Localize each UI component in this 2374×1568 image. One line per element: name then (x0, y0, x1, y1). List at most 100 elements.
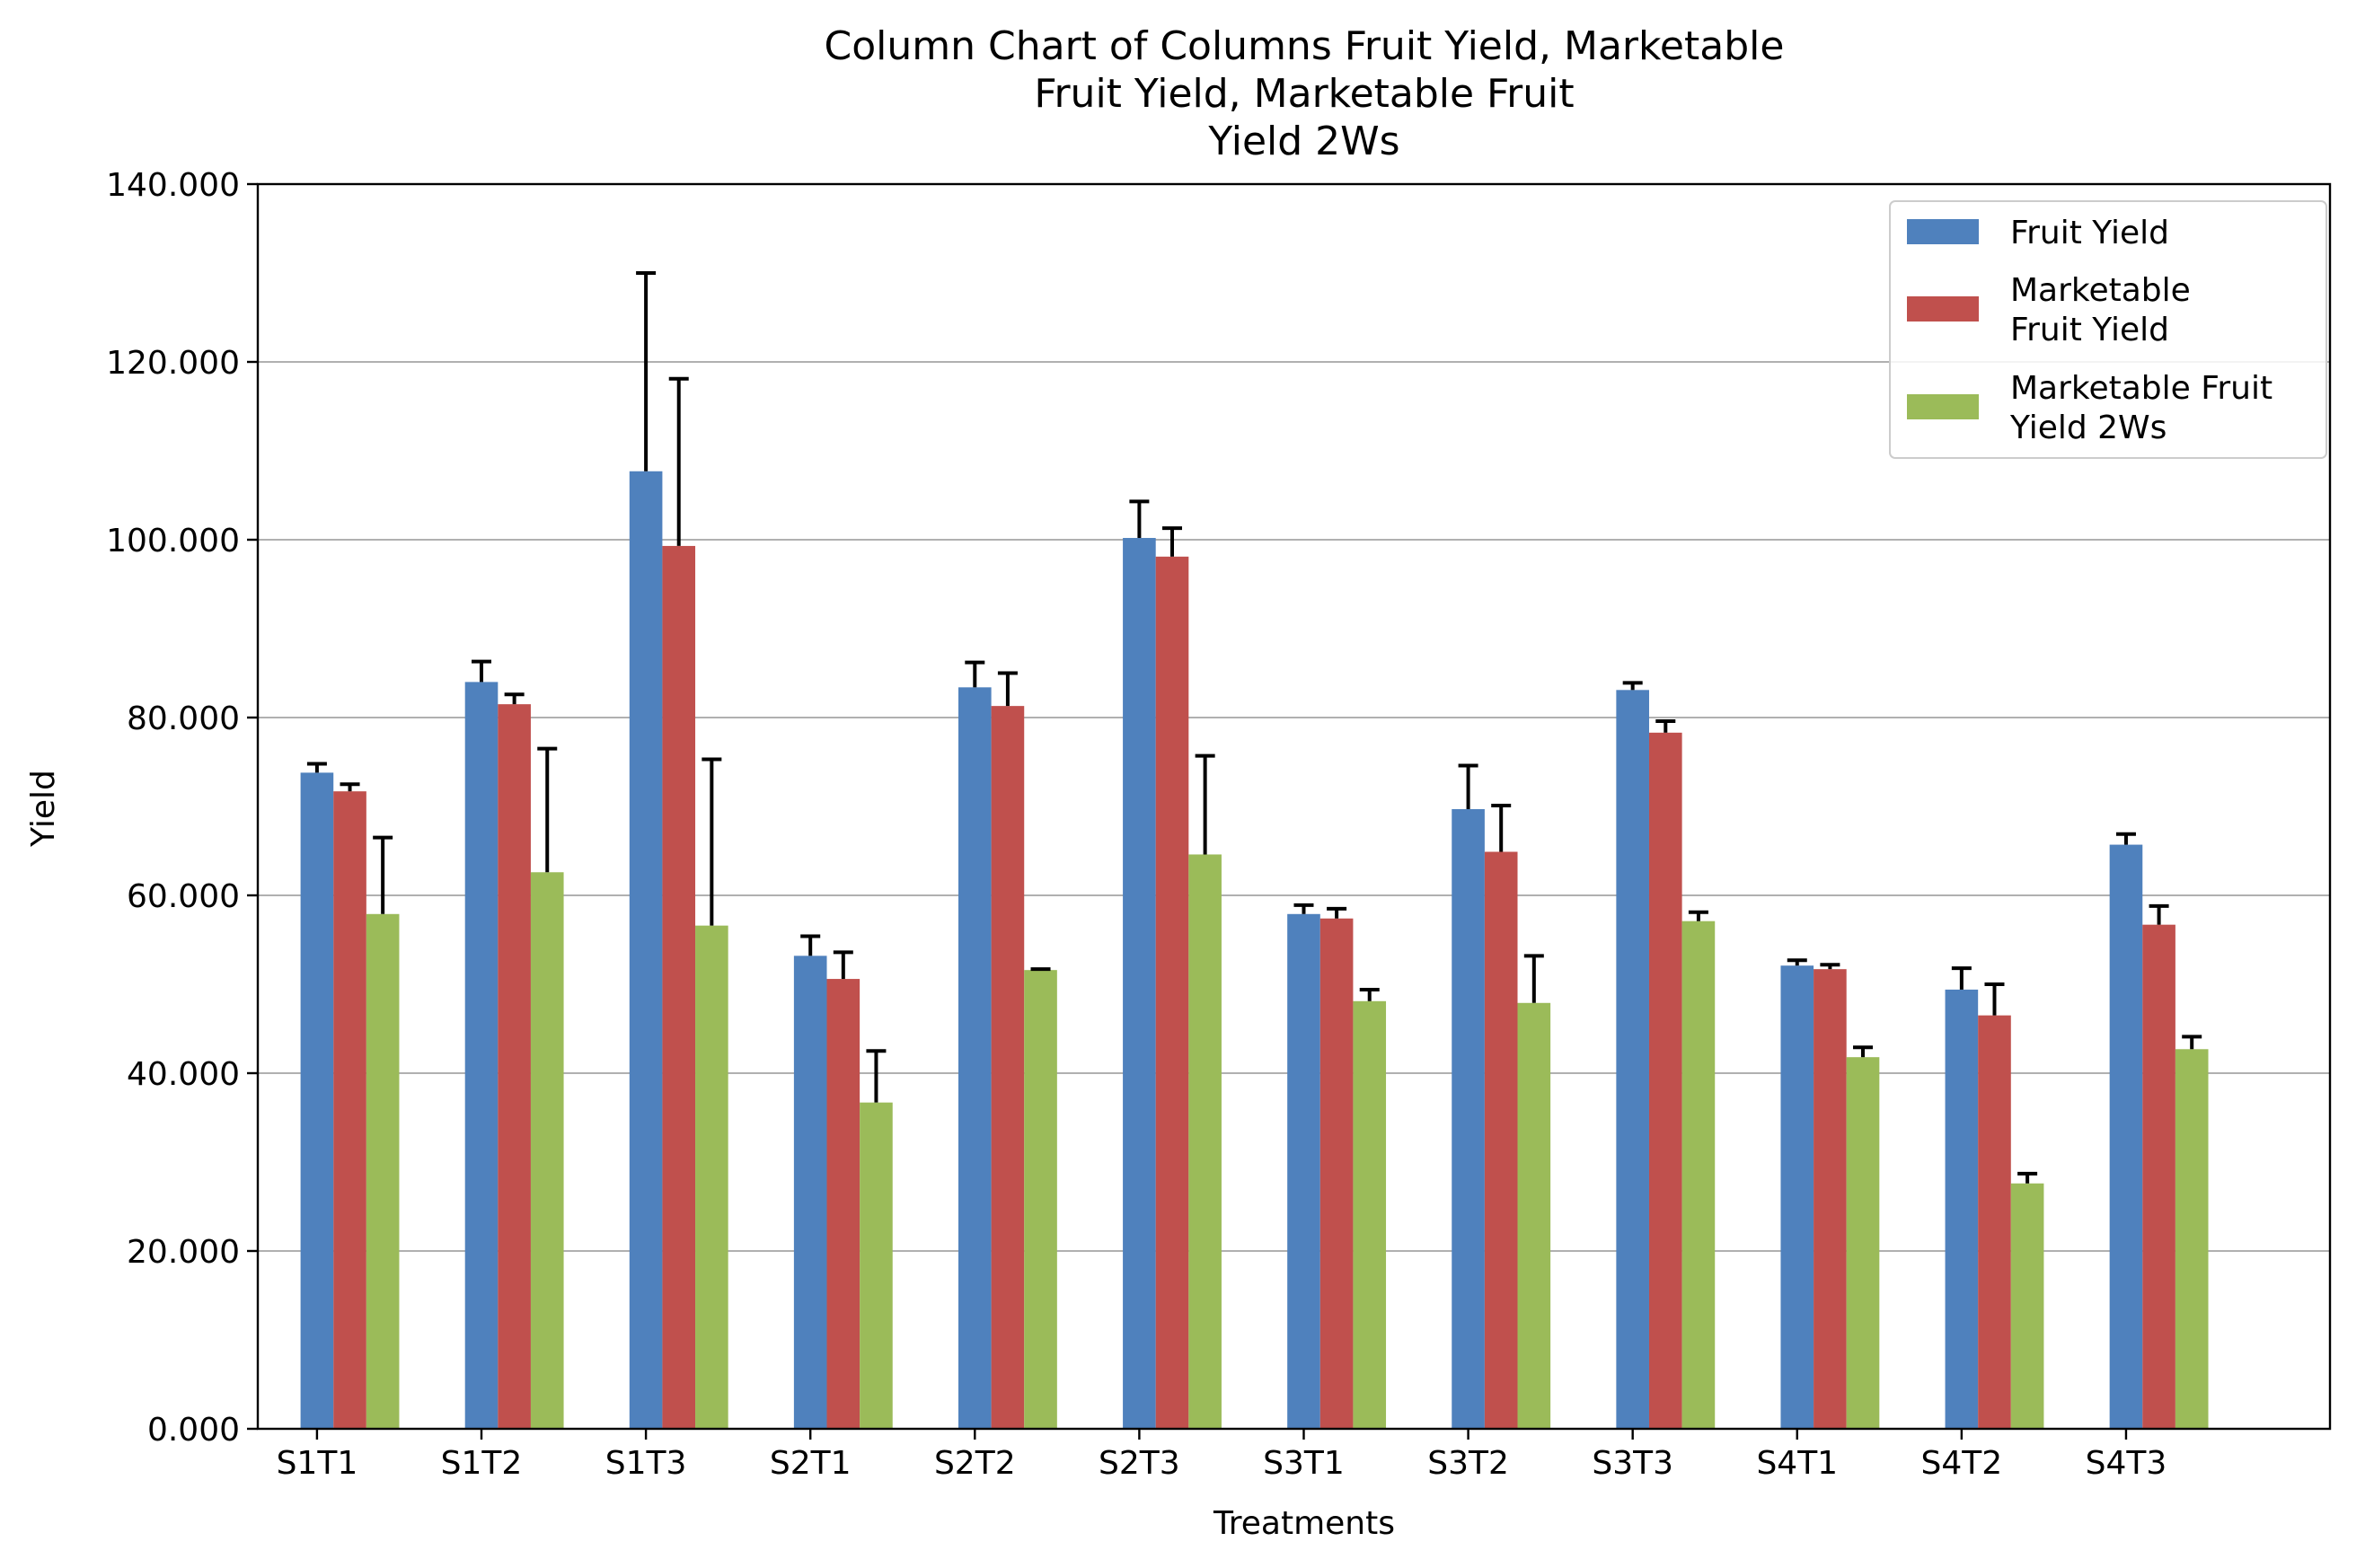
legend-swatch (1907, 219, 1979, 244)
error-bar (373, 835, 393, 914)
bar (1155, 556, 1189, 1429)
bars (300, 471, 2209, 1429)
error-bar (1359, 987, 1380, 1001)
bar (2175, 1049, 2209, 1429)
error-bar (2017, 1171, 2038, 1184)
error-bar (2149, 903, 2169, 925)
bar (662, 545, 696, 1429)
y-tick-label: 20.000 (127, 1234, 240, 1271)
x-tick-label: S2T2 (934, 1445, 1016, 1482)
bar (333, 791, 366, 1429)
x-tick-label: S3T3 (1592, 1445, 1673, 1482)
bar (860, 1102, 893, 1429)
bar (366, 913, 400, 1429)
bar (958, 687, 992, 1429)
error-bar (636, 271, 657, 471)
error-bar (1853, 1045, 1874, 1058)
y-tick-label: 40.000 (127, 1056, 240, 1093)
error-bar (833, 950, 853, 980)
error-bar (340, 782, 360, 792)
chart-title: Column Chart of Columns Fruit Yield, Mar… (825, 23, 1785, 164)
chart-title-line: Yield 2Ws (1207, 119, 1399, 164)
error-bar (1787, 958, 1807, 966)
error-bar (702, 757, 722, 926)
error-bar (1327, 906, 1347, 919)
bar (1780, 965, 1814, 1429)
bar (1846, 1057, 1880, 1429)
bar (1123, 538, 1156, 1429)
legend-label: Marketable (2010, 272, 2191, 309)
error-bar (800, 934, 821, 956)
plot-frame (256, 182, 2332, 1431)
bar (793, 956, 827, 1429)
bar (826, 979, 860, 1429)
bar (1978, 1015, 2011, 1429)
error-bar (1195, 753, 1215, 855)
error-bar (668, 376, 689, 546)
bar (629, 471, 663, 1429)
bar (1188, 854, 1222, 1429)
error-bar (1622, 681, 1643, 691)
x-tick-label: S1T3 (605, 1445, 687, 1482)
x-tick-label: S3T2 (1427, 1445, 1509, 1482)
y-tick-label: 80.000 (127, 700, 240, 737)
error-bar (472, 659, 492, 683)
y-tick-label: 0.000 (147, 1412, 240, 1449)
x-tick-label: S2T3 (1099, 1445, 1180, 1482)
bar (1517, 1002, 1551, 1429)
error-bar (1293, 903, 1314, 914)
legend-entry: Fruit Yield (1907, 215, 2169, 251)
bar (1484, 851, 1518, 1429)
bar (1648, 732, 1682, 1429)
error-bar (1523, 954, 1544, 1003)
error-bar (965, 660, 985, 688)
bar (1353, 1000, 1387, 1429)
legend-label: Marketable Fruit (2010, 370, 2273, 407)
error-bar (306, 762, 327, 773)
y-axis-label: Yield (25, 770, 62, 848)
error-bar (866, 1049, 887, 1103)
bar (1681, 921, 1716, 1429)
error-bar (1491, 804, 1512, 852)
y-tick-label: 140.000 (106, 167, 240, 204)
error-bar (1458, 763, 1478, 809)
bar (1814, 969, 1847, 1429)
error-bar (2182, 1035, 2202, 1050)
legend-box (1889, 200, 2327, 459)
x-tick-label: S2T1 (770, 1445, 852, 1482)
x-tick-label: S1T2 (441, 1445, 523, 1482)
bar (991, 706, 1025, 1429)
error-bar (504, 692, 525, 705)
legend-label: Fruit Yield (2010, 215, 2169, 251)
bar (1945, 989, 1979, 1429)
x-tick-label: S1T1 (277, 1445, 358, 1482)
error-bar (1162, 526, 1183, 557)
x-tick-label: S4T3 (2086, 1445, 2167, 1482)
bar (695, 925, 728, 1429)
y-tick-label: 100.000 (106, 523, 240, 559)
error-bar (2115, 832, 2136, 845)
bar (2109, 844, 2143, 1429)
legend-label: Fruit Yield (2010, 312, 2169, 348)
x-tick-label: S4T2 (1921, 1445, 2003, 1482)
error-bar (1688, 910, 1708, 921)
bar (1319, 918, 1354, 1429)
bar (1452, 808, 1485, 1429)
legend-swatch (1907, 394, 1979, 419)
error-bar (1030, 967, 1051, 972)
bar (1024, 970, 1057, 1429)
y-axis: 0.000 20.000 40.000 60.000 80.000 100.000 120.… (106, 167, 258, 1449)
bar (464, 682, 499, 1429)
bar (530, 872, 564, 1429)
chart-title-line: Column Chart of Columns Fruit Yield, Mar… (825, 23, 1785, 69)
chart-title-line: Fruit Yield, Marketable Fruit (1034, 71, 1574, 117)
x-axis-label: Treatments (1213, 1505, 1395, 1542)
bar (2142, 924, 2175, 1429)
y-tick-label: 60.000 (127, 878, 240, 915)
x-axis: S1T1 S1T2 S1T3 S2T1 S2T2 S2T3 S3T1 S3T2 S3T3 S4T1… (277, 1429, 2167, 1482)
error-bar (1129, 499, 1150, 539)
legend-swatch (1907, 296, 1979, 322)
